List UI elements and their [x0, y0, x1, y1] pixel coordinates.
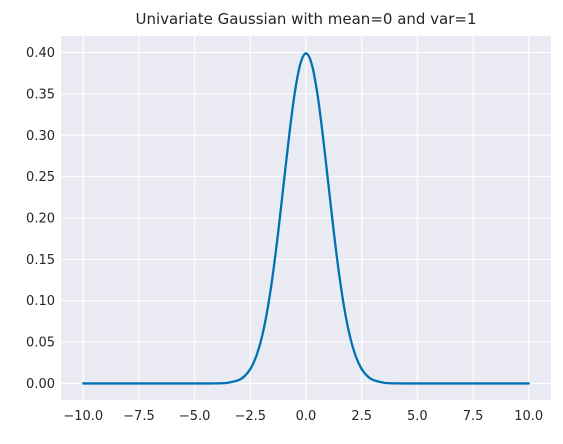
x-tick-label: −2.5: [235, 409, 267, 424]
series-layer: [82, 52, 530, 385]
x-tick-label: 10.0: [514, 409, 543, 424]
x-tick-label: 7.5: [463, 409, 484, 424]
x-tick-label: −10.0: [63, 409, 103, 424]
y-tick-label: 0.10: [26, 294, 55, 309]
y-tick-label: 0.30: [26, 129, 55, 144]
x-tick-label: −5.0: [179, 409, 211, 424]
x-axis-tick-labels: −10.0 −7.5 −5.0 −2.5 0.0 2.5 5.0 7.5 10.0: [63, 409, 543, 424]
y-axis-tick-labels: 0.00 0.05 0.10 0.15 0.20 0.25 0.30 0.35 0.40: [26, 46, 55, 392]
y-tick-label: 0.40: [26, 46, 55, 61]
y-tick-label: 0.00: [26, 377, 55, 392]
y-tick-label: 0.20: [26, 212, 55, 227]
y-tick-label: 0.25: [26, 170, 55, 185]
x-tick-label: 5.0: [407, 409, 428, 424]
chart-title: Univariate Gaussian with mean=0 and var=…: [135, 10, 476, 28]
x-tick-label: 2.5: [351, 409, 372, 424]
x-tick-label: −7.5: [123, 409, 155, 424]
y-tick-label: 0.15: [26, 253, 55, 268]
gaussian-pdf-line: [82, 52, 530, 385]
y-tick-label: 0.35: [26, 87, 55, 102]
x-tick-label: 0.0: [296, 409, 317, 424]
y-tick-label: 0.05: [26, 336, 55, 351]
